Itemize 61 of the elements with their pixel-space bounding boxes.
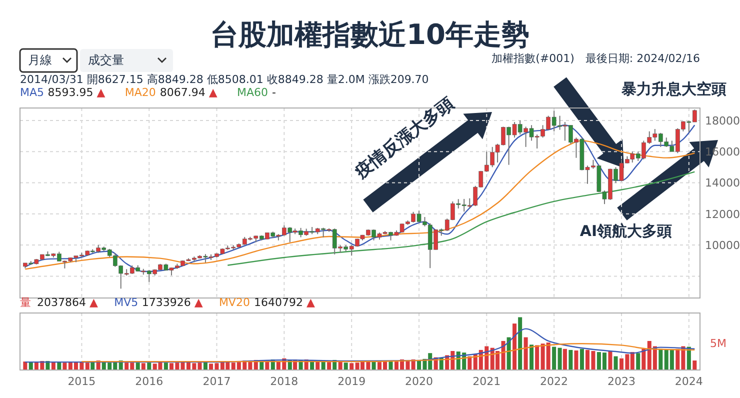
bar bbox=[147, 362, 152, 370]
bar bbox=[512, 324, 517, 370]
bar bbox=[164, 362, 168, 370]
bar bbox=[558, 348, 562, 370]
y-tick-label: 12000 bbox=[705, 208, 740, 221]
x-tick-label: 2023 bbox=[607, 375, 636, 388]
y-tick-label: 14000 bbox=[705, 176, 740, 190]
bar bbox=[350, 363, 354, 370]
chart-title: 台股加權指數近10年走勢 bbox=[210, 18, 530, 51]
text: 8593.95 ▲ bbox=[48, 86, 106, 99]
bar bbox=[562, 348, 567, 370]
text: 8067.94 ▲ bbox=[160, 86, 218, 99]
annotation: 疫情反漲大多頭 bbox=[351, 94, 458, 184]
x-tick-label: 2018 bbox=[270, 375, 298, 388]
text: 2014/03/31 開8627.15 高8849.28 低8508.01 收8849.28 量2.0M 漲跌209.70 bbox=[20, 73, 429, 86]
bar bbox=[524, 337, 528, 370]
bar bbox=[574, 350, 578, 370]
bar bbox=[552, 346, 556, 370]
text: 5M bbox=[710, 337, 726, 350]
bar bbox=[344, 362, 348, 370]
bar bbox=[141, 363, 146, 370]
text: 量 bbox=[20, 296, 31, 309]
text: MA60 bbox=[236, 86, 268, 99]
bar bbox=[85, 362, 90, 370]
y-tick-label: 18000 bbox=[705, 114, 740, 128]
x-tick-label: 2020 bbox=[405, 375, 434, 388]
text: 加權指數(#001) 最後日期: 2024/02/16 bbox=[492, 52, 700, 65]
text: MV20 bbox=[218, 296, 250, 309]
bar bbox=[608, 351, 612, 370]
bar bbox=[692, 360, 697, 370]
bar bbox=[580, 348, 584, 370]
x-tick-label: 2015 bbox=[68, 375, 96, 388]
annotation: AI領航大多頭 bbox=[580, 222, 672, 240]
bar bbox=[62, 362, 67, 370]
text: 成交量 bbox=[88, 53, 124, 67]
bar bbox=[136, 362, 140, 370]
bar bbox=[636, 353, 640, 370]
text: MV5 bbox=[114, 296, 138, 309]
text: MA5 bbox=[20, 86, 44, 99]
bar bbox=[614, 356, 618, 370]
x-tick-label: 2019 bbox=[338, 375, 366, 388]
bar bbox=[535, 345, 540, 370]
text: - bbox=[272, 86, 276, 99]
bar bbox=[568, 350, 573, 370]
bar bbox=[658, 348, 663, 370]
x-tick-label: 2021 bbox=[472, 375, 501, 388]
bar bbox=[327, 362, 332, 370]
text: MA20 bbox=[124, 86, 156, 99]
text: 暴力升息大空頭 bbox=[620, 80, 726, 98]
bar bbox=[642, 348, 646, 370]
text: 月線 bbox=[28, 53, 52, 67]
x-tick-label: 2017 bbox=[202, 375, 231, 388]
bar bbox=[530, 344, 534, 370]
x-tick-label: 2022 bbox=[540, 375, 568, 388]
bar bbox=[518, 317, 522, 370]
y-tick-label: 10000 bbox=[705, 238, 740, 252]
x-tick-label: 2024 bbox=[674, 375, 703, 388]
annotation: 1733926 ▲ bbox=[142, 296, 204, 309]
annotation: 2037864 ▲ bbox=[37, 296, 98, 309]
x-tick-label: 2016 bbox=[135, 375, 164, 388]
annotation: 1640792 ▲ bbox=[254, 296, 316, 309]
